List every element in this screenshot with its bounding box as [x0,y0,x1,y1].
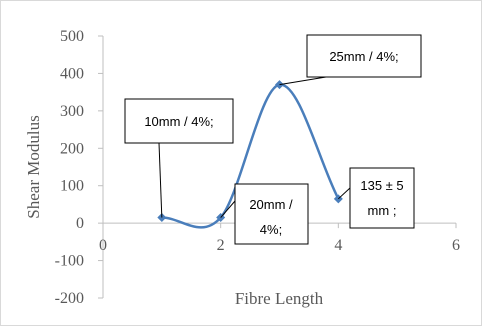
callout-label: 25mm / 4%; [329,49,398,64]
y-axis-title: Shear Modulus [24,115,43,218]
callout-box [349,167,415,229]
y-tick-label: -100 [55,253,84,270]
callout-label: 10mm / 4%; [144,114,213,129]
y-tick-label: -200 [55,290,84,307]
y-tick-label: 0 [76,215,84,232]
callout-label: 20mm / [249,197,293,212]
x-tick-label: 0 [99,237,107,254]
callout-leader [279,76,327,86]
series-line [161,83,340,229]
callout-label: 135 ± 5 [360,178,403,193]
callout-leader [220,200,236,218]
x-tick-label: 4 [334,237,342,254]
y-tick-label: 400 [60,65,84,82]
y-tick-label: 100 [60,178,84,195]
y-tick-label: 200 [60,140,84,157]
callout-box [124,98,234,144]
callout-label: 4%; [260,222,282,237]
callout-box [306,34,422,78]
x-tick-label: 2 [217,237,225,254]
callout-leader [337,187,351,200]
callout-leader [158,142,163,218]
y-tick-label: 500 [60,28,84,45]
x-tick-label: 6 [452,237,460,254]
callout-box [234,183,309,245]
callout-label: mm ; [368,203,397,218]
x-axis-title: Fibre Length [235,289,324,308]
y-tick-label: 300 [60,103,84,120]
